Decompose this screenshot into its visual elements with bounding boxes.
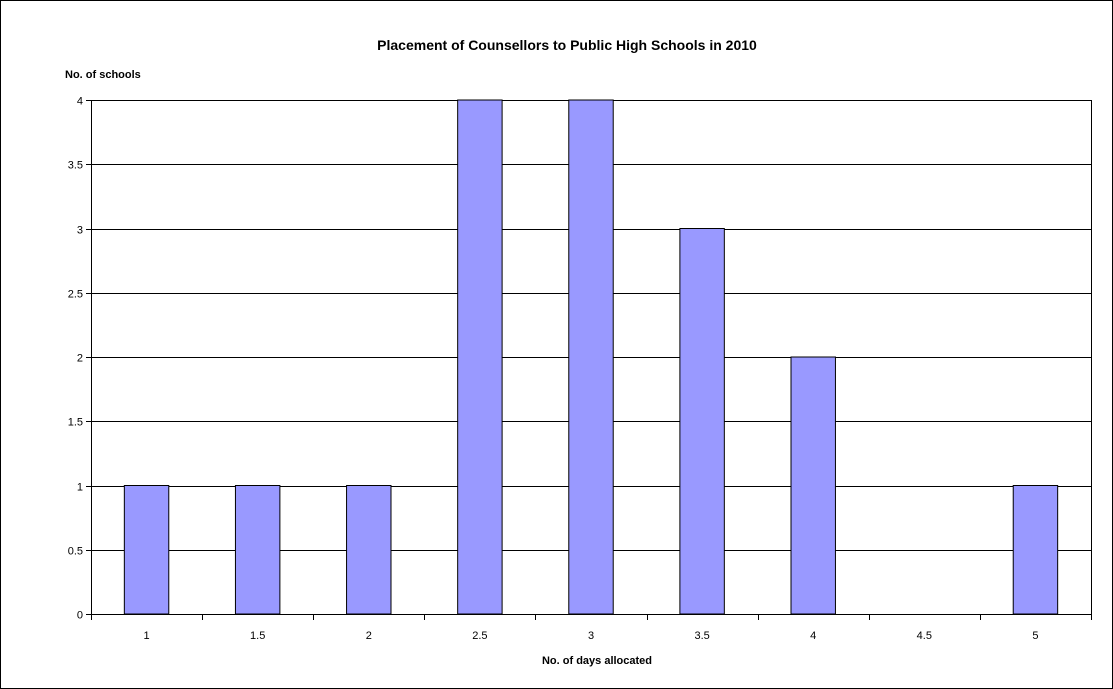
x-tick-label: 5 bbox=[1032, 630, 1038, 642]
bar bbox=[790, 356, 836, 615]
y-tick-labels: 0 0.5 1 1.5 2 2.5 3 3.5 4 bbox=[68, 96, 83, 622]
axes bbox=[86, 100, 1092, 620]
x-tick-label: 1.5 bbox=[250, 630, 265, 642]
x-tick-label: 2 bbox=[366, 630, 372, 642]
bar bbox=[679, 228, 725, 615]
y-tick-label: 1.5 bbox=[68, 417, 83, 429]
x-tick-label: 4.5 bbox=[917, 630, 932, 642]
y-axis-label: No. of schools bbox=[65, 69, 141, 81]
x-tick-label: 3 bbox=[588, 630, 594, 642]
x-tick-label: 2.5 bbox=[472, 630, 487, 642]
bar bbox=[346, 485, 392, 615]
y-tick-label: 2 bbox=[77, 353, 83, 365]
x-tick-label: 1 bbox=[143, 630, 149, 642]
bar bbox=[123, 485, 170, 615]
y-tick-label: 0.5 bbox=[68, 546, 83, 558]
bar bbox=[457, 99, 503, 615]
bar bbox=[1012, 485, 1059, 615]
x-axis-label: No. of days allocated bbox=[542, 655, 652, 667]
x-tick-label: 3.5 bbox=[694, 630, 709, 642]
y-tick-label: 4 bbox=[77, 96, 83, 108]
y-tick-label: 1 bbox=[77, 482, 83, 494]
bar bbox=[568, 99, 614, 615]
y-tick-label: 3.5 bbox=[68, 160, 83, 172]
y-tick-label: 2.5 bbox=[68, 289, 83, 301]
chart-title: Placement of Counsellors to Public High … bbox=[377, 37, 757, 53]
x-tick-labels: 1 1.5 2 2.5 3 3.5 4 4.5 5 bbox=[143, 630, 1038, 642]
bar bbox=[234, 485, 281, 615]
y-tick-label: 0 bbox=[77, 610, 83, 622]
y-tick-label: 3 bbox=[77, 225, 83, 237]
bars bbox=[123, 99, 1059, 615]
x-tick-label: 4 bbox=[810, 630, 816, 642]
